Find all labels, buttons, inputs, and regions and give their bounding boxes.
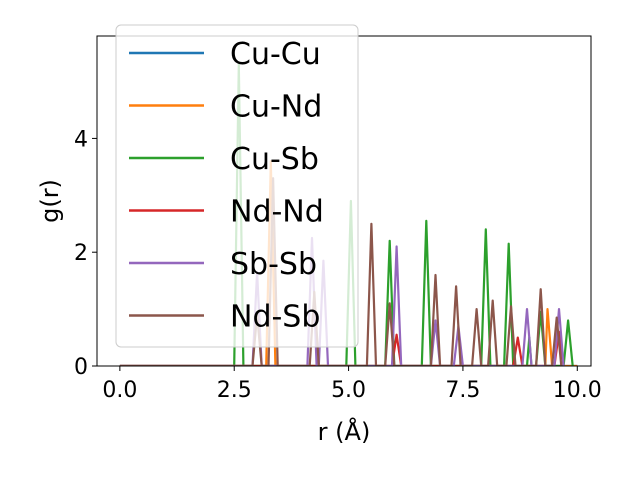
x-tick-label: 10.0 xyxy=(553,378,602,403)
x-tick-label: 7.5 xyxy=(445,378,480,403)
legend-label: Sb-Sb xyxy=(230,247,317,282)
x-tick-label: 0.0 xyxy=(102,378,137,403)
legend-label: Cu-Cu xyxy=(230,37,321,72)
legend-label: Nd-Sb xyxy=(230,300,320,335)
y-axis-label: g(r) xyxy=(36,179,64,223)
series-line-sb-sb xyxy=(119,236,565,366)
legend: Cu-Cu Cu-Nd Cu-Sb Nd-Nd Sb-Sb Nd-Sb xyxy=(115,24,359,348)
y-tick-label: 4 xyxy=(74,127,88,152)
y-tick-label: 0 xyxy=(74,355,88,380)
x-axis: 0.0 2.5 5.0 7.5 10.0 xyxy=(102,366,602,403)
x-tick-label: 5.0 xyxy=(331,378,366,403)
legend-label: Cu-Sb xyxy=(230,142,319,177)
legend-label: Nd-Nd xyxy=(230,195,324,230)
y-tick-label: 2 xyxy=(74,241,88,266)
x-axis-label: r (Å) xyxy=(318,417,371,446)
legend-label: Cu-Nd xyxy=(230,90,322,125)
x-tick-label: 2.5 xyxy=(217,378,252,403)
y-axis: 0 2 4 xyxy=(74,127,97,380)
